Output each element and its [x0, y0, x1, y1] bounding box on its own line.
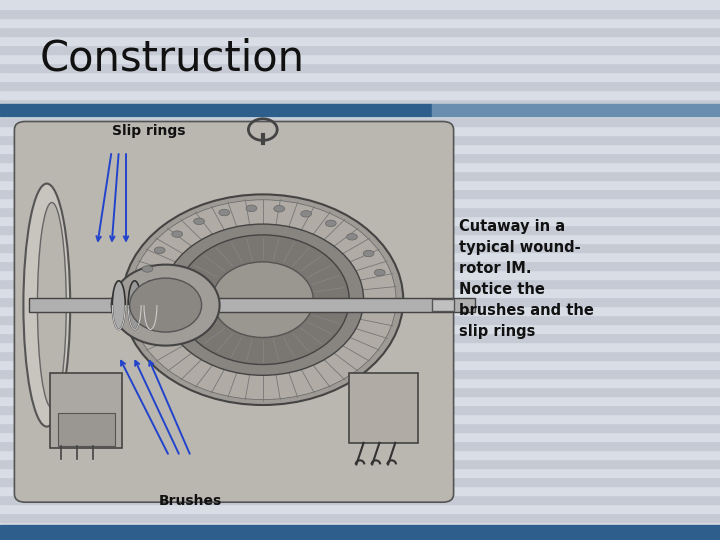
Bar — [0, 144, 720, 153]
Bar — [0, 486, 720, 495]
Bar — [0, 234, 720, 243]
Bar — [0, 225, 720, 234]
Bar — [0, 450, 720, 459]
Bar — [0, 9, 720, 18]
Bar — [0, 297, 720, 306]
Ellipse shape — [23, 184, 71, 427]
Bar — [0, 378, 720, 387]
Circle shape — [176, 235, 349, 364]
Bar — [0, 45, 720, 54]
Bar — [0, 180, 720, 189]
Bar — [0, 405, 720, 414]
Bar — [0, 99, 720, 108]
Bar — [50, 373, 122, 448]
Ellipse shape — [128, 281, 141, 329]
Bar — [0, 63, 720, 72]
Bar — [0, 477, 720, 486]
Bar — [0, 117, 720, 126]
Bar — [0, 279, 720, 288]
Bar — [0, 351, 720, 360]
Bar — [0, 135, 720, 144]
Bar — [0, 72, 720, 81]
Bar — [0, 414, 720, 423]
Circle shape — [122, 194, 403, 405]
Bar — [0, 27, 720, 36]
Bar — [0, 396, 720, 405]
Bar — [432, 104, 720, 116]
Bar — [0, 432, 720, 441]
Ellipse shape — [172, 231, 183, 238]
FancyBboxPatch shape — [14, 122, 454, 502]
Text: Cutaway in a
typical wound-
rotor IM.
Notice the
brushes and the
slip rings: Cutaway in a typical wound- rotor IM. No… — [459, 219, 594, 339]
Bar — [0, 441, 720, 450]
Bar — [0, 104, 432, 116]
Circle shape — [212, 262, 313, 338]
Bar — [0, 198, 720, 207]
Bar — [0, 90, 720, 99]
Circle shape — [112, 265, 220, 346]
Bar — [0, 333, 720, 342]
Bar — [0, 0, 720, 9]
Bar — [0, 369, 720, 378]
Bar — [0, 36, 720, 45]
Bar — [0, 207, 720, 216]
Bar — [0, 531, 720, 540]
Bar — [0, 504, 720, 513]
Ellipse shape — [154, 247, 165, 253]
Bar — [0, 261, 720, 270]
Bar — [0, 270, 720, 279]
Bar — [0, 171, 720, 180]
Ellipse shape — [144, 281, 157, 329]
Bar — [0, 495, 720, 504]
Circle shape — [162, 224, 364, 375]
Bar — [0, 315, 720, 324]
Bar — [0, 81, 720, 90]
Bar — [432, 299, 454, 310]
Bar — [0, 459, 720, 468]
Bar — [0, 306, 720, 315]
Bar — [0, 522, 720, 531]
Bar — [58, 413, 115, 446]
Circle shape — [130, 278, 202, 332]
Bar — [0, 342, 720, 351]
Ellipse shape — [246, 205, 257, 212]
Bar — [0, 468, 720, 477]
Ellipse shape — [142, 266, 153, 272]
Bar — [29, 298, 475, 312]
Bar — [0, 126, 720, 135]
Ellipse shape — [194, 218, 204, 225]
Bar — [0, 108, 720, 117]
Ellipse shape — [301, 211, 312, 217]
Circle shape — [130, 200, 396, 400]
Bar — [0, 423, 720, 432]
Bar — [0, 243, 720, 252]
Bar — [0, 162, 720, 171]
Bar — [0, 18, 720, 27]
Bar — [0, 513, 720, 522]
Bar — [0, 360, 720, 369]
Bar — [0, 324, 720, 333]
Text: Brushes: Brushes — [159, 494, 222, 508]
Ellipse shape — [346, 234, 357, 240]
Bar — [22, 122, 450, 500]
Bar — [0, 288, 720, 297]
Ellipse shape — [363, 250, 374, 256]
Ellipse shape — [374, 269, 385, 276]
Bar — [0, 387, 720, 396]
Bar — [0, 216, 720, 225]
Ellipse shape — [325, 220, 336, 227]
Bar — [0, 153, 720, 162]
Bar — [0, 252, 720, 261]
Bar — [0, 525, 720, 540]
Ellipse shape — [37, 202, 66, 408]
Bar — [0, 54, 720, 63]
Bar — [349, 373, 418, 443]
Ellipse shape — [219, 210, 230, 216]
Bar — [0, 189, 720, 198]
Text: Slip rings: Slip rings — [112, 124, 185, 138]
Ellipse shape — [274, 206, 284, 212]
Ellipse shape — [112, 281, 125, 329]
Text: Construction: Construction — [40, 38, 305, 80]
